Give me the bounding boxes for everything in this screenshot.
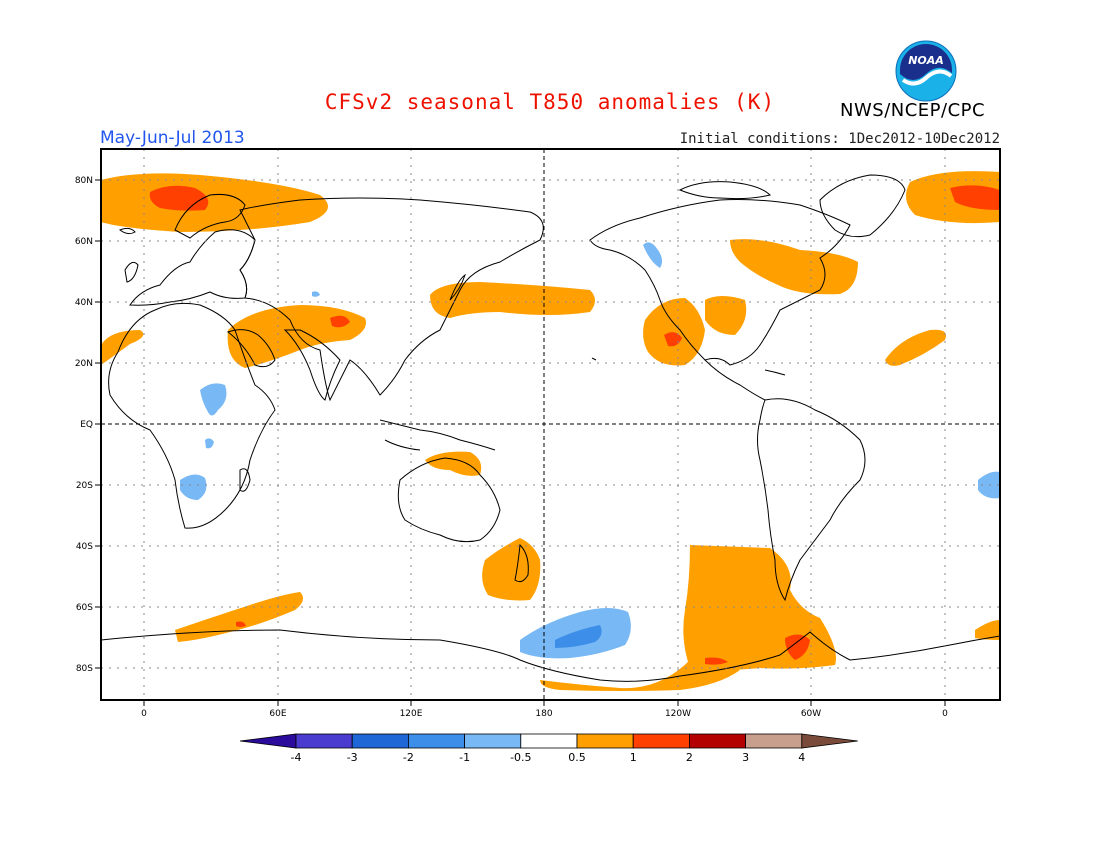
coast-greenland [819, 174, 906, 238]
lon-label: 0 [141, 709, 147, 719]
noaa-logo: NOAA [895, 40, 957, 102]
lat-label: 60S [76, 603, 93, 613]
agency-label: NWS/NCEP/CPC [840, 100, 986, 121]
colorbar-swatch [295, 733, 353, 749]
coast-antarctica [101, 629, 1000, 682]
colorbar-arrow-low [239, 733, 297, 749]
coast-arabia [226, 329, 276, 368]
coastlines [101, 174, 1000, 682]
lon-labels: 0 60E 120E 180 120W 60W 0 [141, 709, 948, 719]
cold-region-alaska [643, 242, 663, 268]
graticule [101, 149, 1000, 700]
forecast-period: May-Jun-Jul 2013 [100, 128, 245, 148]
colorbar-swatch [576, 733, 634, 749]
lon-label: 120W [665, 709, 691, 719]
warm-region-north-atlantic [885, 329, 946, 366]
warm-region-texas [705, 296, 747, 335]
lat-labels: 80N 60N 40N 20N EQ 20S 40S 60S 80S [75, 176, 93, 674]
colorbar-label: 1 [630, 751, 637, 764]
lon-label: 60W [801, 709, 821, 719]
cold-region-east-africa [200, 383, 227, 416]
coast-iceland [118, 227, 136, 235]
colorbar-label: -1 [459, 751, 470, 764]
colorbar-label: 0.5 [568, 751, 586, 764]
warm-core-arctic-east [950, 185, 1000, 210]
coast-caribbean [764, 369, 786, 376]
lon-ticks [143, 700, 946, 706]
lat-ticks [95, 179, 101, 669]
coast-new-zealand [514, 543, 529, 583]
warm-core-ross [705, 657, 728, 665]
coast-indonesia [379, 419, 496, 451]
lat-label: EQ [80, 420, 93, 430]
chart-title: CFSv2 seasonal T850 anomalies (K) [324, 90, 776, 114]
reference-lines [101, 149, 1000, 700]
colorbar-swatch [407, 733, 465, 749]
lon-label: 60E [269, 709, 286, 719]
cold-core-amundsen [555, 625, 602, 648]
colorbar-swatch [745, 733, 803, 749]
colorbar-swatch [689, 733, 747, 749]
lat-label: 40N [75, 298, 93, 308]
coast-scandinavia [174, 194, 246, 239]
warm-region-northeast-na [730, 239, 858, 295]
coast-north-america [589, 199, 851, 366]
warm-region-southwest-us [643, 298, 705, 366]
coast-madagascar [239, 468, 251, 492]
colorbar-label: -4 [291, 751, 302, 764]
logo-text: NOAA [908, 54, 944, 67]
coast-central-america [704, 359, 766, 401]
coast-uk [124, 261, 139, 283]
warm-region-arctic-europe [101, 173, 328, 232]
coast-india [283, 329, 341, 401]
colorbar-swatch [464, 733, 522, 749]
colorbar-label: -2 [403, 751, 414, 764]
colorbar-label: -3 [347, 751, 358, 764]
colorbar-label: 4 [798, 751, 805, 764]
lat-label: 60N [75, 237, 93, 247]
lat-label: 40S [76, 542, 93, 552]
colorbar-arrow-high [801, 733, 858, 749]
lon-label: 120E [400, 709, 423, 719]
initial-conditions: Initial conditions: 1Dec2012-10Dec2012 [679, 131, 1000, 147]
coast-arctic-islands [678, 181, 771, 200]
warm-core-middle-east [330, 315, 350, 328]
coast-japan [449, 273, 466, 301]
lat-label: 20N [75, 359, 93, 369]
warm-core-antarctic-peninsula [785, 634, 810, 660]
warm-region-east-asia [430, 282, 595, 318]
colorbar-swatch [351, 733, 409, 749]
warm-region-south-atlantic [975, 620, 1000, 640]
lat-label: 80S [76, 664, 93, 674]
colorbar-swatch [632, 733, 690, 749]
colorbar-label: 2 [686, 751, 693, 764]
coast-australia [397, 457, 501, 543]
colorbar-label: 3 [742, 751, 749, 764]
warm-core-indian [236, 621, 246, 627]
lon-label: 0 [942, 709, 948, 719]
colorbar-swatch [520, 733, 578, 749]
warm-region-north-australia [425, 451, 482, 476]
warm-region-arctic-east [906, 171, 1000, 224]
lat-label: 20S [76, 481, 93, 491]
coast-south-america [757, 398, 866, 602]
cold-region-mongolia [312, 291, 320, 297]
coast-africa [108, 302, 276, 529]
cold-region-central-africa [205, 438, 214, 449]
lon-label: 180 [535, 709, 552, 719]
warm-region-south-indian [175, 592, 304, 642]
coast-asia [239, 197, 544, 402]
coast-hawaii [591, 357, 597, 361]
warm-region-west-africa [101, 330, 144, 365]
colorbar-label: -0.5 [510, 751, 531, 764]
cold-region-southern-africa [180, 474, 207, 500]
lat-label: 80N [75, 176, 93, 186]
warm-region-antarctic-coast [540, 660, 740, 691]
strong-cold-cores [555, 625, 602, 648]
